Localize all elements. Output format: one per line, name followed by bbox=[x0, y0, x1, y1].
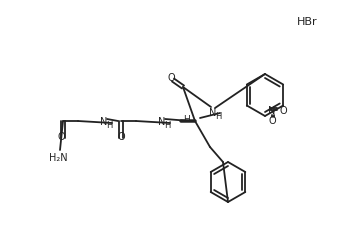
Text: O: O bbox=[57, 131, 65, 141]
Text: H₂N: H₂N bbox=[49, 152, 67, 162]
Text: N: N bbox=[209, 108, 217, 118]
Text: H: H bbox=[215, 111, 221, 120]
Text: O: O bbox=[167, 73, 175, 83]
Text: H: H bbox=[106, 121, 112, 130]
Text: HBr: HBr bbox=[297, 17, 318, 27]
Text: H: H bbox=[164, 121, 170, 130]
Text: N: N bbox=[100, 116, 108, 126]
Text: H: H bbox=[183, 114, 189, 123]
Text: N: N bbox=[158, 116, 166, 126]
Text: N: N bbox=[268, 106, 276, 116]
Text: O: O bbox=[268, 116, 276, 126]
Text: O: O bbox=[279, 106, 287, 116]
Text: O: O bbox=[117, 131, 125, 141]
